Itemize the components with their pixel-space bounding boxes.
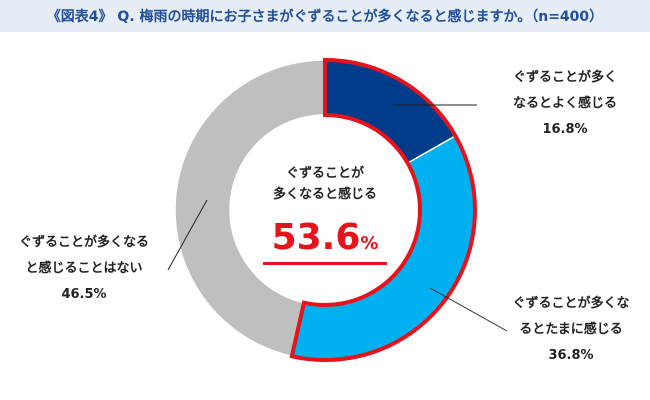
highlight-outline — [289, 57, 477, 362]
slice-label-never-line2: と感じることはない — [25, 261, 143, 276]
center-caption: ぐずることが 多くなると感じる — [250, 163, 400, 205]
slice-value-never: 46.5% — [61, 287, 107, 302]
slice-label-never: ぐずることが多くなる と感じることはない 46.5% — [0, 230, 168, 308]
slice-value-often: 16.8% — [542, 122, 588, 137]
leader-line-sometimes — [429, 287, 508, 332]
leader-line-never — [167, 199, 208, 271]
slice-never — [174, 59, 326, 358]
center-underline — [263, 262, 387, 265]
title-bar: 《図表4》 Q. 梅雨の時期にお子さまがぐずることが多くなると感じますか。（n=… — [0, 0, 650, 32]
slice-label-often-line2: なるとよく感じる — [512, 96, 617, 111]
center-percentage-value: 53.6 — [271, 217, 361, 258]
slice-label-sometimes: ぐずることが多くな るとたまに感じる 36.8% — [496, 291, 646, 369]
slice-label-sometimes-line2: るとたまに感じる — [519, 322, 623, 337]
slice-label-often-line1: ぐずることが多く — [512, 70, 617, 85]
slice-label-never-line1: ぐずることが多くなる — [18, 235, 149, 250]
slice-label-sometimes-line1: ぐずることが多くな — [512, 296, 630, 311]
slice-value-sometimes: 36.8% — [548, 348, 594, 363]
center-caption-line1: ぐずることが — [285, 166, 364, 181]
chart-title: 《図表4》 Q. 梅雨の時期にお子さまがぐずることが多くなると感じますか。（n=… — [46, 9, 604, 25]
center-percentage-unit: % — [360, 233, 379, 254]
center-percentage: 53.6% — [250, 218, 400, 264]
slice-label-often: ぐずることが多く なるとよく感じる 16.8% — [495, 65, 635, 143]
center-caption-line2: 多くなると感じる — [272, 187, 377, 202]
